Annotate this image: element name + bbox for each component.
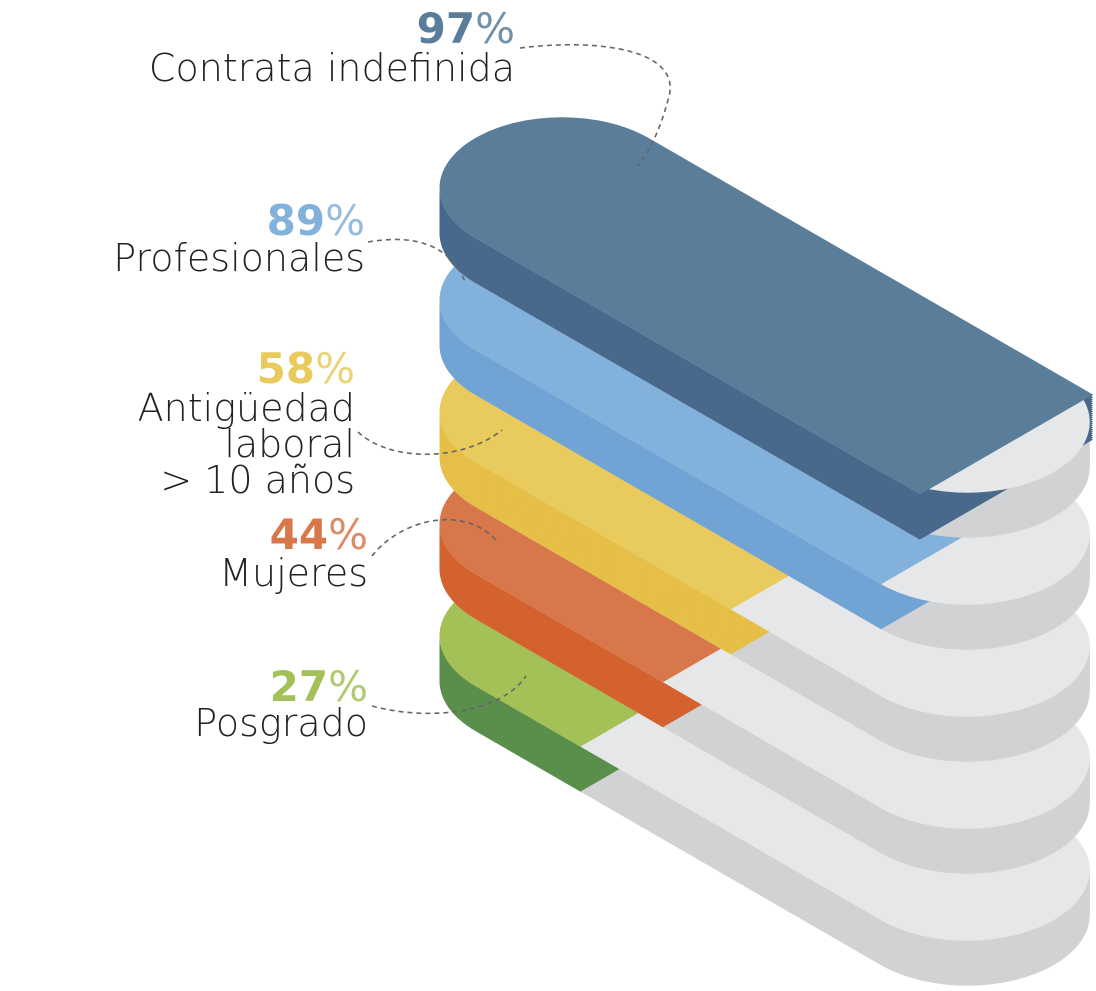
value-label-part: 97 <box>416 4 476 53</box>
value-label: 58% <box>257 348 355 390</box>
category-label: Posgrado <box>194 701 368 745</box>
leaders <box>357 43 671 715</box>
value-label: 89% <box>267 200 365 242</box>
value-label-part: % <box>328 510 368 559</box>
value-label: 97% <box>417 8 515 50</box>
value-label-part: 44 <box>269 510 329 559</box>
category-label: Contrata indefinida <box>148 46 515 90</box>
bar-layer <box>439 117 1094 540</box>
value-label-part: 58 <box>256 344 316 393</box>
leader-line <box>371 675 527 715</box>
value-label-part: % <box>328 662 368 711</box>
value-label-part: % <box>315 344 355 393</box>
value-label-part: % <box>325 196 365 245</box>
leader-line <box>357 429 503 455</box>
category-label: Profesionales <box>113 236 365 280</box>
value-label: 44% <box>270 514 368 556</box>
leader-line <box>367 238 467 285</box>
value-label-part: % <box>475 4 515 53</box>
value-label: 27% <box>270 666 368 708</box>
value-label-part: 27 <box>269 662 329 711</box>
leader-line <box>519 43 671 167</box>
category-label: Antigüedad laboral > 10 años <box>137 386 355 502</box>
bars <box>439 117 1094 986</box>
value-label-part: 89 <box>266 196 326 245</box>
bar <box>439 117 1094 495</box>
category-label: Mujeres <box>219 551 368 595</box>
